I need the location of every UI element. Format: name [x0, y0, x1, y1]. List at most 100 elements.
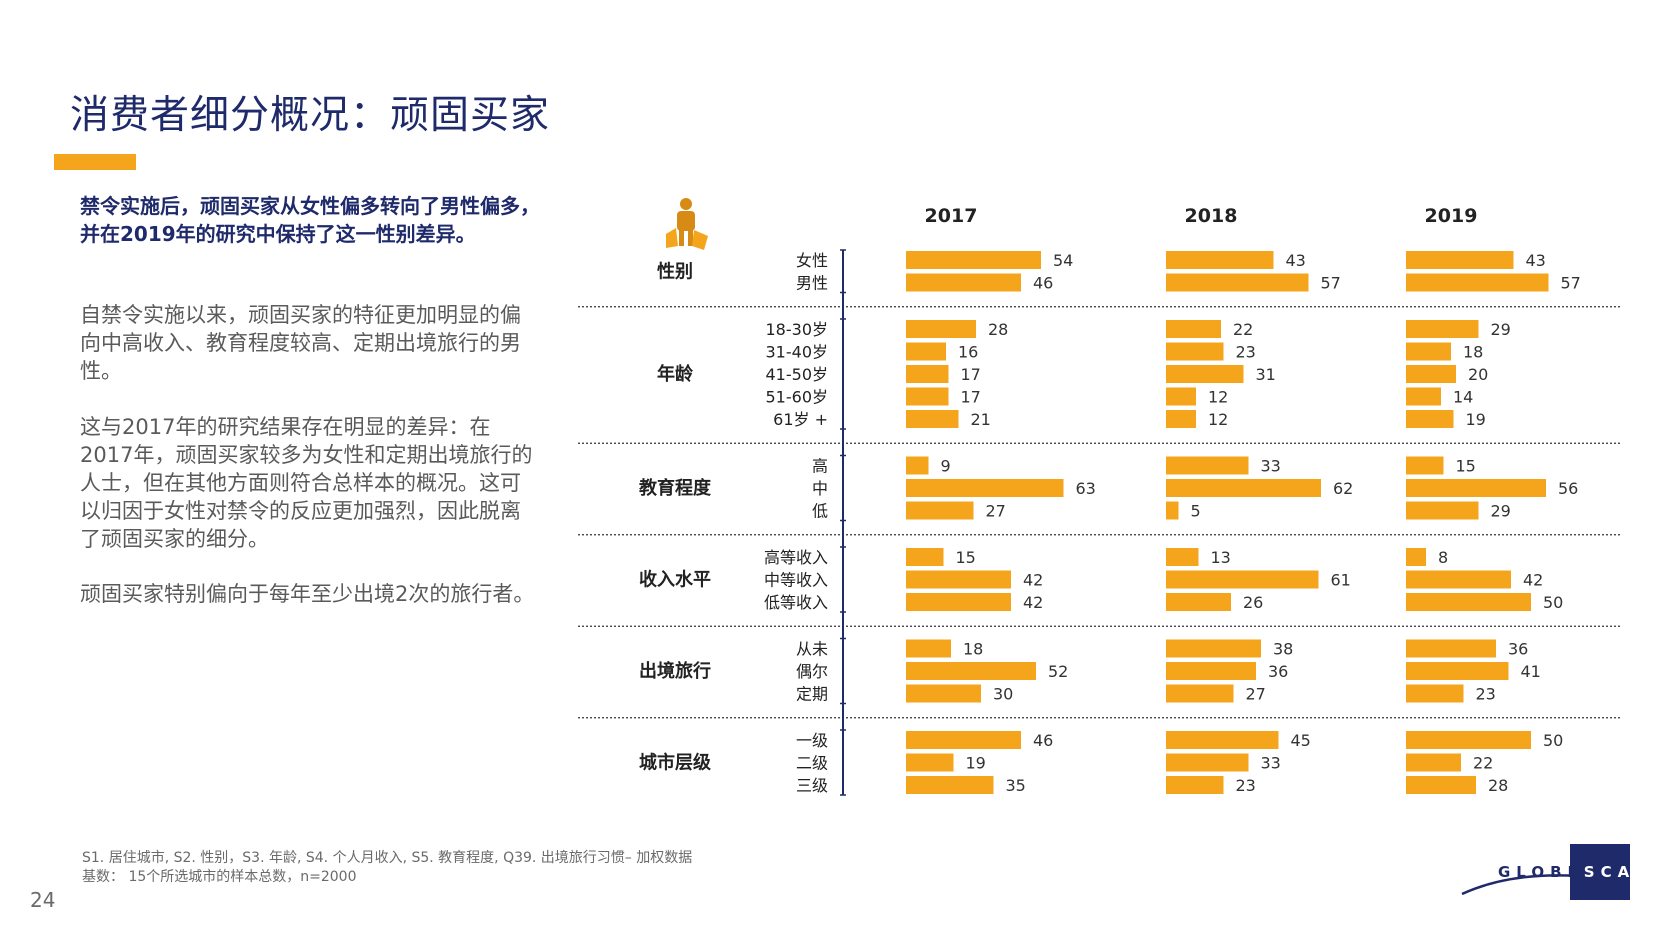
data-label: 23 — [1476, 685, 1496, 704]
bar — [1406, 753, 1461, 772]
row-label: 41-50岁 — [766, 365, 829, 384]
data-label: 43 — [1526, 251, 1546, 270]
bar — [1166, 501, 1179, 520]
data-label: 27 — [1246, 685, 1266, 704]
bar — [906, 501, 974, 520]
group-label: 性别 — [657, 260, 693, 282]
bar — [1166, 251, 1274, 269]
row-label: 偶尔 — [796, 662, 828, 681]
bar — [1406, 776, 1476, 794]
bar — [1166, 731, 1279, 749]
bar — [1406, 731, 1531, 749]
logo-wordmark-left: GLOBE — [1498, 863, 1584, 881]
data-label: 46 — [1033, 274, 1053, 293]
data-label: 54 — [1053, 251, 1073, 270]
data-label: 14 — [1453, 388, 1473, 407]
row-label: 中 — [812, 479, 828, 498]
data-label: 42 — [1023, 571, 1043, 590]
bar — [906, 251, 1041, 269]
bar — [1406, 662, 1509, 680]
data-label: 36 — [1268, 662, 1288, 681]
data-label: 57 — [1321, 274, 1341, 293]
data-label: 57 — [1561, 274, 1581, 293]
row-label: 高 — [812, 457, 828, 476]
shopper-icon-part — [679, 230, 684, 246]
data-label: 26 — [1243, 593, 1263, 612]
data-label: 45 — [1291, 731, 1311, 750]
data-label: 29 — [1491, 502, 1511, 521]
row-label: 51-60岁 — [766, 388, 829, 407]
data-label: 52 — [1048, 662, 1068, 681]
year-header-2019: 2019 — [1425, 205, 1478, 227]
bar — [1166, 776, 1224, 794]
data-label: 29 — [1491, 320, 1511, 339]
bar — [1166, 456, 1249, 475]
bar — [1406, 570, 1511, 589]
data-label: 56 — [1558, 479, 1578, 498]
shopper-icon-part — [666, 228, 678, 248]
row-label: 三级 — [796, 776, 828, 795]
bar — [1406, 684, 1464, 703]
data-label: 13 — [1211, 548, 1231, 567]
globescan-logo: GLOBESCAN — [1460, 844, 1648, 904]
row-label: 18-30岁 — [766, 320, 829, 339]
page-title: 消费者细分概况：顽固买家 — [70, 93, 551, 138]
data-label: 19 — [966, 754, 986, 773]
bar — [1406, 320, 1479, 338]
logo-wordmark-right: SCAN — [1583, 863, 1654, 881]
bar — [906, 387, 949, 406]
bar — [906, 479, 1064, 497]
bar — [1406, 251, 1514, 269]
data-label: 16 — [958, 343, 978, 362]
data-label: 12 — [1208, 388, 1228, 407]
bar — [906, 365, 949, 383]
data-label: 46 — [1033, 731, 1053, 750]
group-label: 出境旅行 — [639, 660, 711, 682]
data-label: 50 — [1543, 731, 1563, 750]
shopper-icon-part — [692, 230, 708, 250]
data-label: 27 — [986, 502, 1006, 521]
bar — [906, 593, 1011, 611]
data-label: 28 — [988, 320, 1008, 339]
bar — [906, 410, 959, 428]
group-label: 收入水平 — [639, 569, 711, 591]
shopper-icon-part — [680, 198, 692, 210]
bar — [1166, 320, 1221, 338]
group-label: 年龄 — [657, 363, 694, 385]
shopper-with-bags-icon — [666, 198, 708, 250]
row-label: 一级 — [796, 731, 828, 750]
data-label: 35 — [1006, 776, 1026, 795]
data-label: 23 — [1236, 776, 1256, 795]
shopper-icon-part — [688, 230, 693, 246]
bar — [906, 456, 929, 475]
year-header-2017: 2017 — [925, 205, 978, 227]
row-label: 男性 — [796, 274, 828, 293]
bar — [1166, 639, 1261, 658]
data-label: 22 — [1233, 320, 1253, 339]
data-label: 5 — [1191, 502, 1201, 521]
bar — [906, 731, 1021, 749]
footnote-base: 基数： 15个所选城市的样本总数，n=2000 — [82, 869, 357, 885]
data-label: 63 — [1076, 479, 1096, 498]
data-label: 43 — [1286, 251, 1306, 270]
bar — [1166, 662, 1256, 680]
data-label: 15 — [956, 548, 976, 567]
lead-paragraph: 禁令实施后，顽固买家从女性偏多转向了男性偏多，并在2019年的研究中保持了这一性… — [80, 194, 540, 246]
row-label: 女性 — [796, 251, 828, 270]
group-label: 教育程度 — [639, 477, 712, 499]
data-label: 21 — [971, 410, 991, 429]
data-label: 19 — [1466, 410, 1486, 429]
data-label: 17 — [961, 365, 981, 384]
bar — [906, 776, 994, 794]
bar — [1406, 387, 1441, 406]
data-label: 17 — [961, 388, 981, 407]
data-label: 20 — [1468, 365, 1488, 384]
logo-box — [1570, 844, 1630, 900]
bar — [906, 639, 951, 658]
bar — [906, 548, 944, 566]
data-label: 36 — [1508, 640, 1528, 659]
data-label: 42 — [1523, 571, 1543, 590]
data-label: 12 — [1208, 410, 1228, 429]
bar — [1406, 639, 1496, 658]
